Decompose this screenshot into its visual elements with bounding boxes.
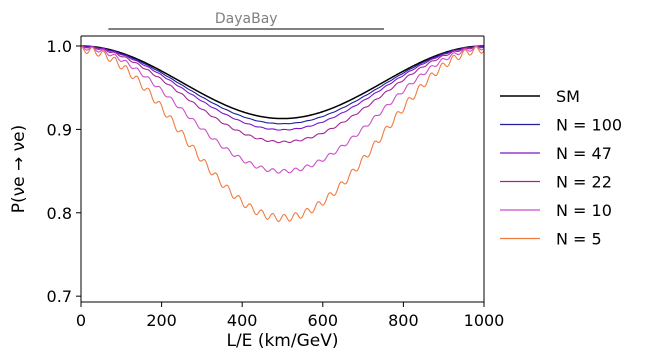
x-tick-label: 200 (146, 311, 177, 330)
series-line-n-5 (80, 45, 485, 223)
series-line-n-47 (80, 45, 485, 131)
series-layer (80, 45, 485, 223)
x-axis-label: L/E (km/GeV) (226, 331, 338, 351)
legend-label-n-5: N = 5 (556, 230, 602, 249)
legend-label-n-47: N = 47 (556, 144, 612, 163)
series-line-n-22 (80, 45, 485, 144)
legend-label-n-22: N = 22 (556, 173, 612, 192)
series-line-sm (81, 45, 484, 120)
legend-label-n-100: N = 100 (556, 116, 622, 135)
x-tick-label: 1000 (464, 311, 505, 330)
x-tick-label: 0 (76, 311, 86, 330)
series-line-n-100 (80, 45, 485, 125)
series-line-n-10 (80, 45, 485, 174)
dayabay-label: DayaBay (215, 11, 278, 27)
x-tick-label: 600 (308, 311, 339, 330)
y-tick-label: 1.0 (47, 37, 72, 56)
legend: SM N = 100 N = 47 N = 22 N = 10 N = 5 (500, 87, 622, 249)
y-tick-label: 0.8 (47, 204, 72, 223)
y-axis-label: P(νe → νe) (9, 125, 29, 213)
legend-label-n-10: N = 10 (556, 201, 612, 220)
y-tick-label: 0.9 (47, 120, 72, 139)
x-tick-label: 800 (388, 311, 419, 330)
y-tick-label: 0.7 (47, 287, 72, 306)
x-tick-label: 400 (227, 311, 258, 330)
axes: 0 200 400 600 800 1000 0.7 0.8 0.9 1.0 (47, 35, 505, 330)
annotation: DayaBay (108, 11, 385, 30)
legend-label-sm: SM (556, 87, 580, 106)
